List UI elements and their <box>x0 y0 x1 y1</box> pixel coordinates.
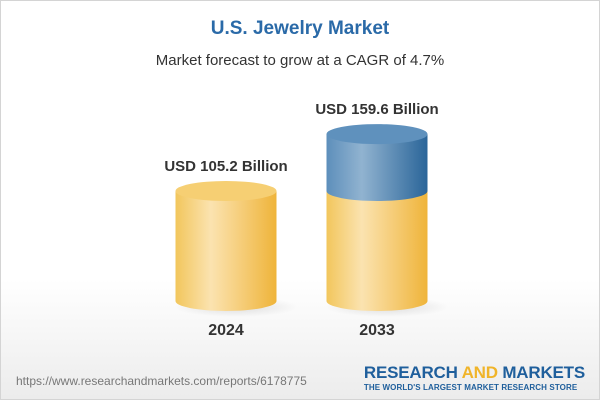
data-label: USD 105.2 Billion <box>164 158 287 175</box>
bar-top-2024 <box>175 181 277 201</box>
bar-top-2033 <box>326 124 428 145</box>
bar-base-2024 <box>175 191 277 311</box>
cylinder-chart: USD 105.2 Billion 2024 USD 159.6 Billion 20… <box>164 101 449 339</box>
chart-title: U.S. Jewelry Market <box>210 18 390 39</box>
source-url[interactable]: https://www.researchandmarkets.com/repor… <box>16 374 307 388</box>
bar-base-2033 <box>326 191 428 311</box>
x-tick-label: 2033 <box>359 322 395 339</box>
logo-tagline: THE WORLD'S LARGEST MARKET RESEARCH STOR… <box>363 383 578 392</box>
research-and-markets-logo: RESEARCH AND MARKETS THE WORLD'S LARGEST… <box>363 363 585 392</box>
x-tick-label: 2024 <box>208 322 244 339</box>
chart-subtitle: Market forecast to grow at a CAGR of 4.7… <box>155 52 445 69</box>
bar-growth-2033 <box>326 134 428 201</box>
data-label: USD 159.6 Billion <box>315 101 438 118</box>
